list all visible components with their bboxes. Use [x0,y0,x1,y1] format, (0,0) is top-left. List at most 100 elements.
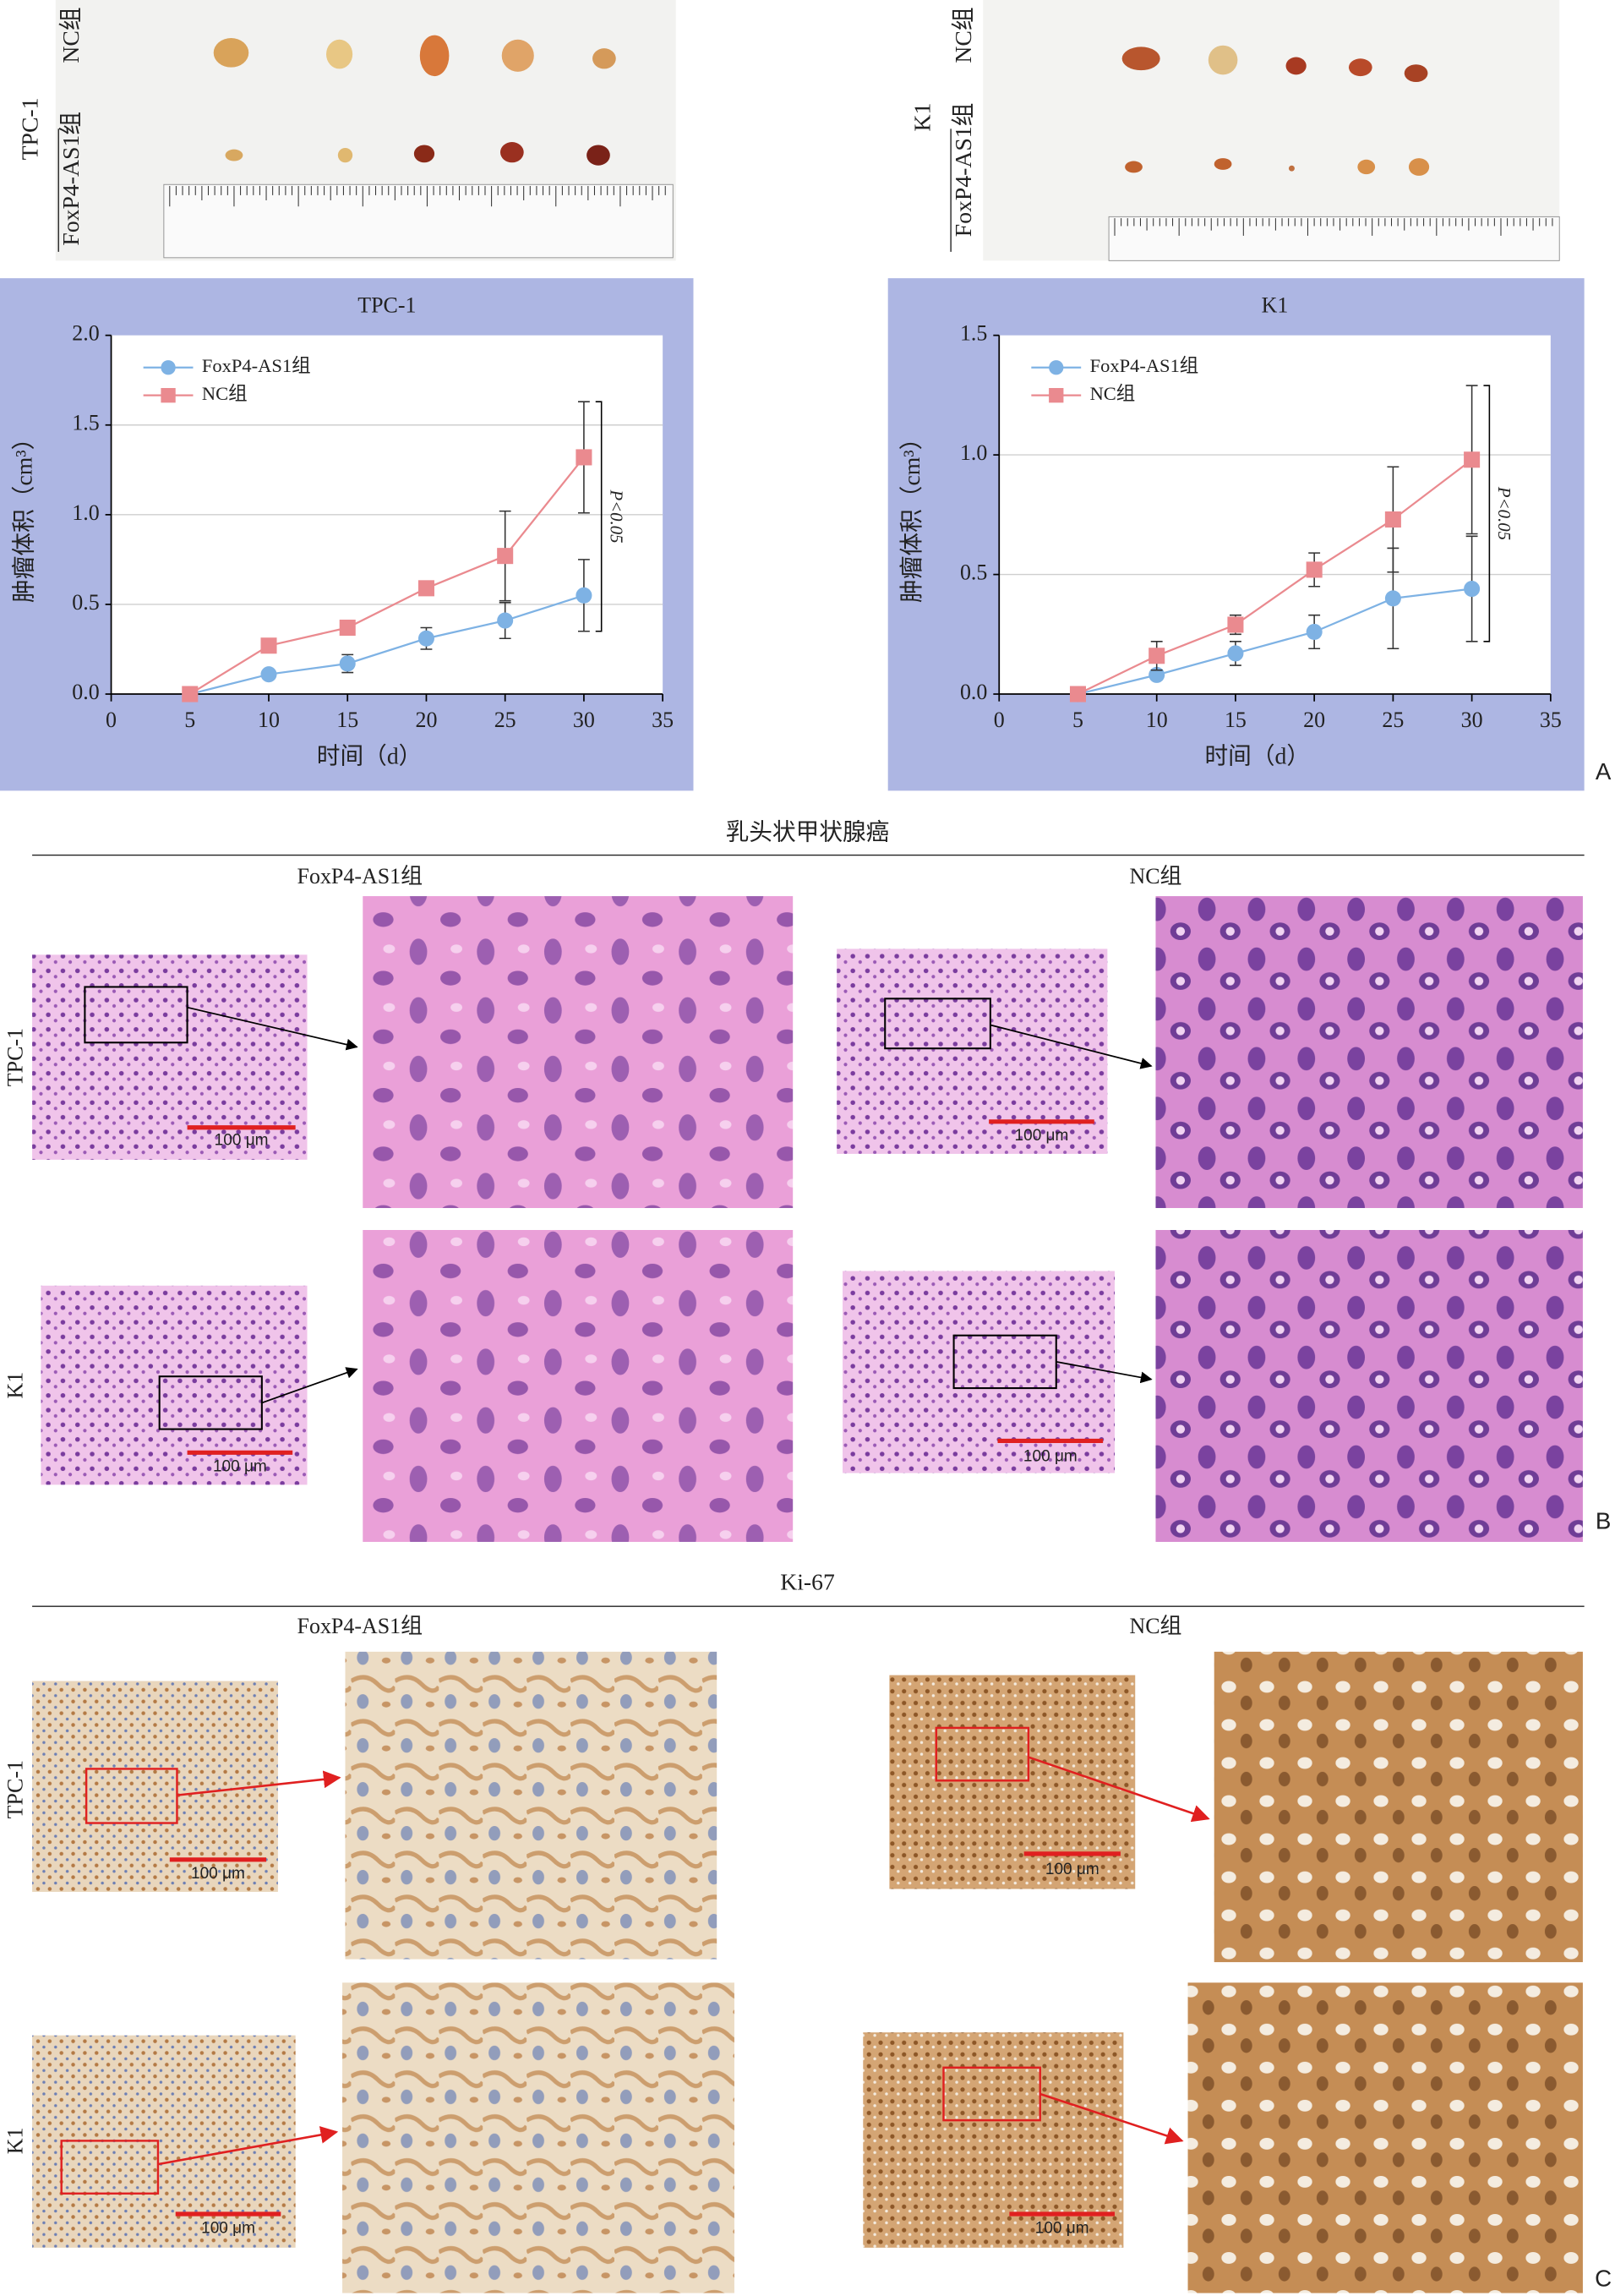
scale-bar-label: 100 μm [191,1865,245,1883]
group-label: NC组 [57,7,84,63]
group-label: FoxP4-AS1组 [950,103,976,238]
group-label: NC组 [950,7,976,63]
section-title: Ki-67 [780,1569,835,1595]
x-tick-label: 35 [652,708,674,732]
x-tick-label: 20 [1303,708,1325,732]
column-header: FoxP4-AS1组 [297,864,423,888]
he-images [32,896,1583,1542]
data-point [576,449,592,466]
annotation: P<0.05 [606,489,625,543]
x-tick-label: 5 [1072,708,1083,732]
significance-bracket [595,401,603,632]
series-line [1077,458,1473,696]
x-tick-label: 0 [994,708,1005,732]
x-tick-label: 35 [1540,708,1562,732]
data-point [260,637,277,654]
x-tick-label: 15 [336,708,358,732]
data-point [497,548,514,565]
legend-label: FoxP4-AS1组 [1090,355,1199,376]
data-point [1227,616,1244,633]
tumor-photo-right [983,0,1560,261]
ki67-images [32,1651,1583,2293]
panel-label: C [1595,2265,1612,2291]
chart-title: K1 [1262,293,1289,318]
legend-marker [161,360,176,375]
legend-marker [1049,388,1064,403]
cell-line-label: K1 [908,103,935,132]
column-header: NC组 [1129,1614,1181,1638]
data-point [1384,511,1401,528]
legend-label: NC组 [202,383,248,404]
data-point [260,666,277,683]
series-line [1078,588,1472,696]
data-point [1384,590,1401,607]
scale-bar-label: 100 μm [201,2219,255,2237]
x-tick-label: 10 [1146,708,1168,732]
y-tick-label: 0.5 [960,560,987,585]
scale-bar-label: 100 μm [1035,2219,1089,2237]
data-point [339,619,356,637]
legend-label: FoxP4-AS1组 [202,355,311,376]
x-tick-label: 10 [258,708,280,732]
data-point [1149,648,1165,664]
data-point [1464,451,1481,468]
column-header: NC组 [1129,864,1181,888]
x-tick-label: 20 [415,708,437,732]
y-tick-label: 0.5 [72,590,99,615]
row-label: TPC-1 [3,1760,28,1818]
legend-marker [1049,360,1064,375]
y-tick-label: 1.5 [72,411,99,435]
x-tick-label: 25 [494,708,516,732]
group-label: FoxP4-AS1组 [57,112,84,246]
data-point [1306,623,1323,641]
row-label: K1 [3,1372,28,1399]
y-axis-label: 肿瘤体积（cm³） [898,427,925,603]
x-tick-label: 25 [1382,708,1404,732]
x-tick-label: 30 [1461,708,1483,732]
data-point [1464,581,1481,598]
series-line [189,456,585,695]
y-tick-label: 0.0 [72,680,99,704]
data-point [1227,645,1244,662]
line-chart: TPC-1 0.0 0.5 1.0 1.5 2.0 0 5 10 15 20 25 30 35 时间（d） 肿… [11,293,674,769]
y-tick-label: 0.0 [960,680,987,704]
data-point [576,587,592,604]
x-axis-label: 时间（d） [317,743,423,769]
annotation: P<0.05 [1494,486,1514,540]
section-title: 乳头状甲状腺癌 [726,819,890,845]
y-tick-label: 2.0 [72,321,99,346]
x-tick-label: 30 [573,708,595,732]
data-point [339,655,356,672]
data-point [417,630,434,647]
plot-area [999,335,1551,695]
row-label: TPC-1 [3,1028,28,1086]
scale-bar-label: 100 μm [213,1458,267,1476]
significance-bracket [1483,385,1491,642]
legend-label: NC组 [1090,383,1136,404]
scale-bar-label: 100 μm [1023,1448,1078,1466]
legend-marker [161,388,176,403]
data-point [1069,686,1087,702]
x-tick-label: 0 [106,708,117,732]
data-point [182,686,199,702]
y-axis-label: 肿瘤体积（cm³） [11,427,37,603]
cell-line-label: TPC-1 [16,97,42,160]
chart-title: TPC-1 [357,293,416,318]
data-point [417,580,434,597]
scale-bar-label: 100 μm [1015,1127,1069,1145]
data-point [497,612,514,629]
panel-label: B [1596,1508,1611,1534]
y-tick-label: 1.0 [960,440,987,465]
scale-bar-label: 100 μm [1045,1861,1099,1878]
series-line [189,594,585,696]
column-header: FoxP4-AS1组 [297,1614,423,1638]
x-axis-label: 时间（d） [1204,743,1310,769]
data-point [1306,561,1323,578]
x-tick-label: 5 [184,708,195,732]
tumor-photo-left [55,0,676,261]
y-tick-label: 1.0 [72,500,99,525]
row-label: K1 [3,2128,28,2155]
x-tick-label: 15 [1225,708,1247,732]
scale-bar-label: 100 μm [215,1131,269,1149]
